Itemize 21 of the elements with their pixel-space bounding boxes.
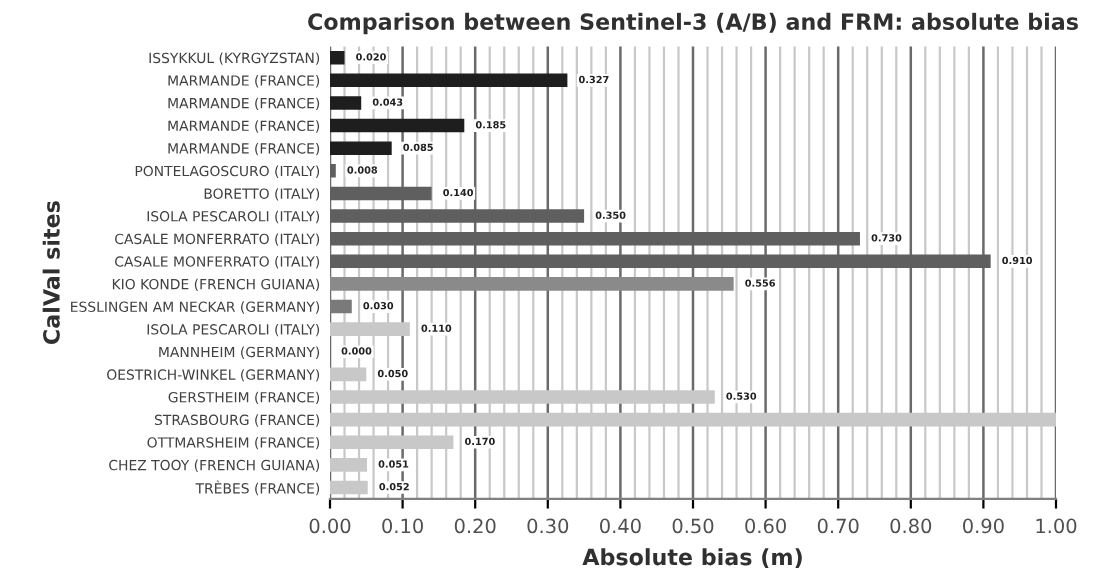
bar xyxy=(330,277,734,291)
x-tick-label: 0.60 xyxy=(745,518,786,534)
x-tick-label: 0.70 xyxy=(817,518,859,534)
bar xyxy=(330,50,345,65)
bar xyxy=(330,96,362,110)
x-tick-label: 0.00 xyxy=(309,518,351,534)
y-axis-title: CalVal sites xyxy=(42,201,60,344)
bar xyxy=(330,141,392,155)
x-tick-label: 0.50 xyxy=(672,518,714,534)
x-tick-label: 0.90 xyxy=(963,518,1004,534)
x-tick-label: 0.80 xyxy=(890,518,932,534)
x-tick-label: 1.00 xyxy=(1036,518,1077,534)
x-tick-label: 0.10 xyxy=(382,518,423,534)
x-tick-label: 0.30 xyxy=(527,518,569,534)
chart-title: Comparison between Sentinel-3 (A/B) and FRM: absolute bias xyxy=(308,12,1078,35)
bar xyxy=(330,118,465,133)
bar xyxy=(330,73,568,88)
x-tick-label: 0.40 xyxy=(600,518,641,534)
x-axis-title: Absolute bias (m) xyxy=(582,548,802,568)
bar xyxy=(330,299,352,314)
x-tick-label: 0.20 xyxy=(454,518,496,534)
